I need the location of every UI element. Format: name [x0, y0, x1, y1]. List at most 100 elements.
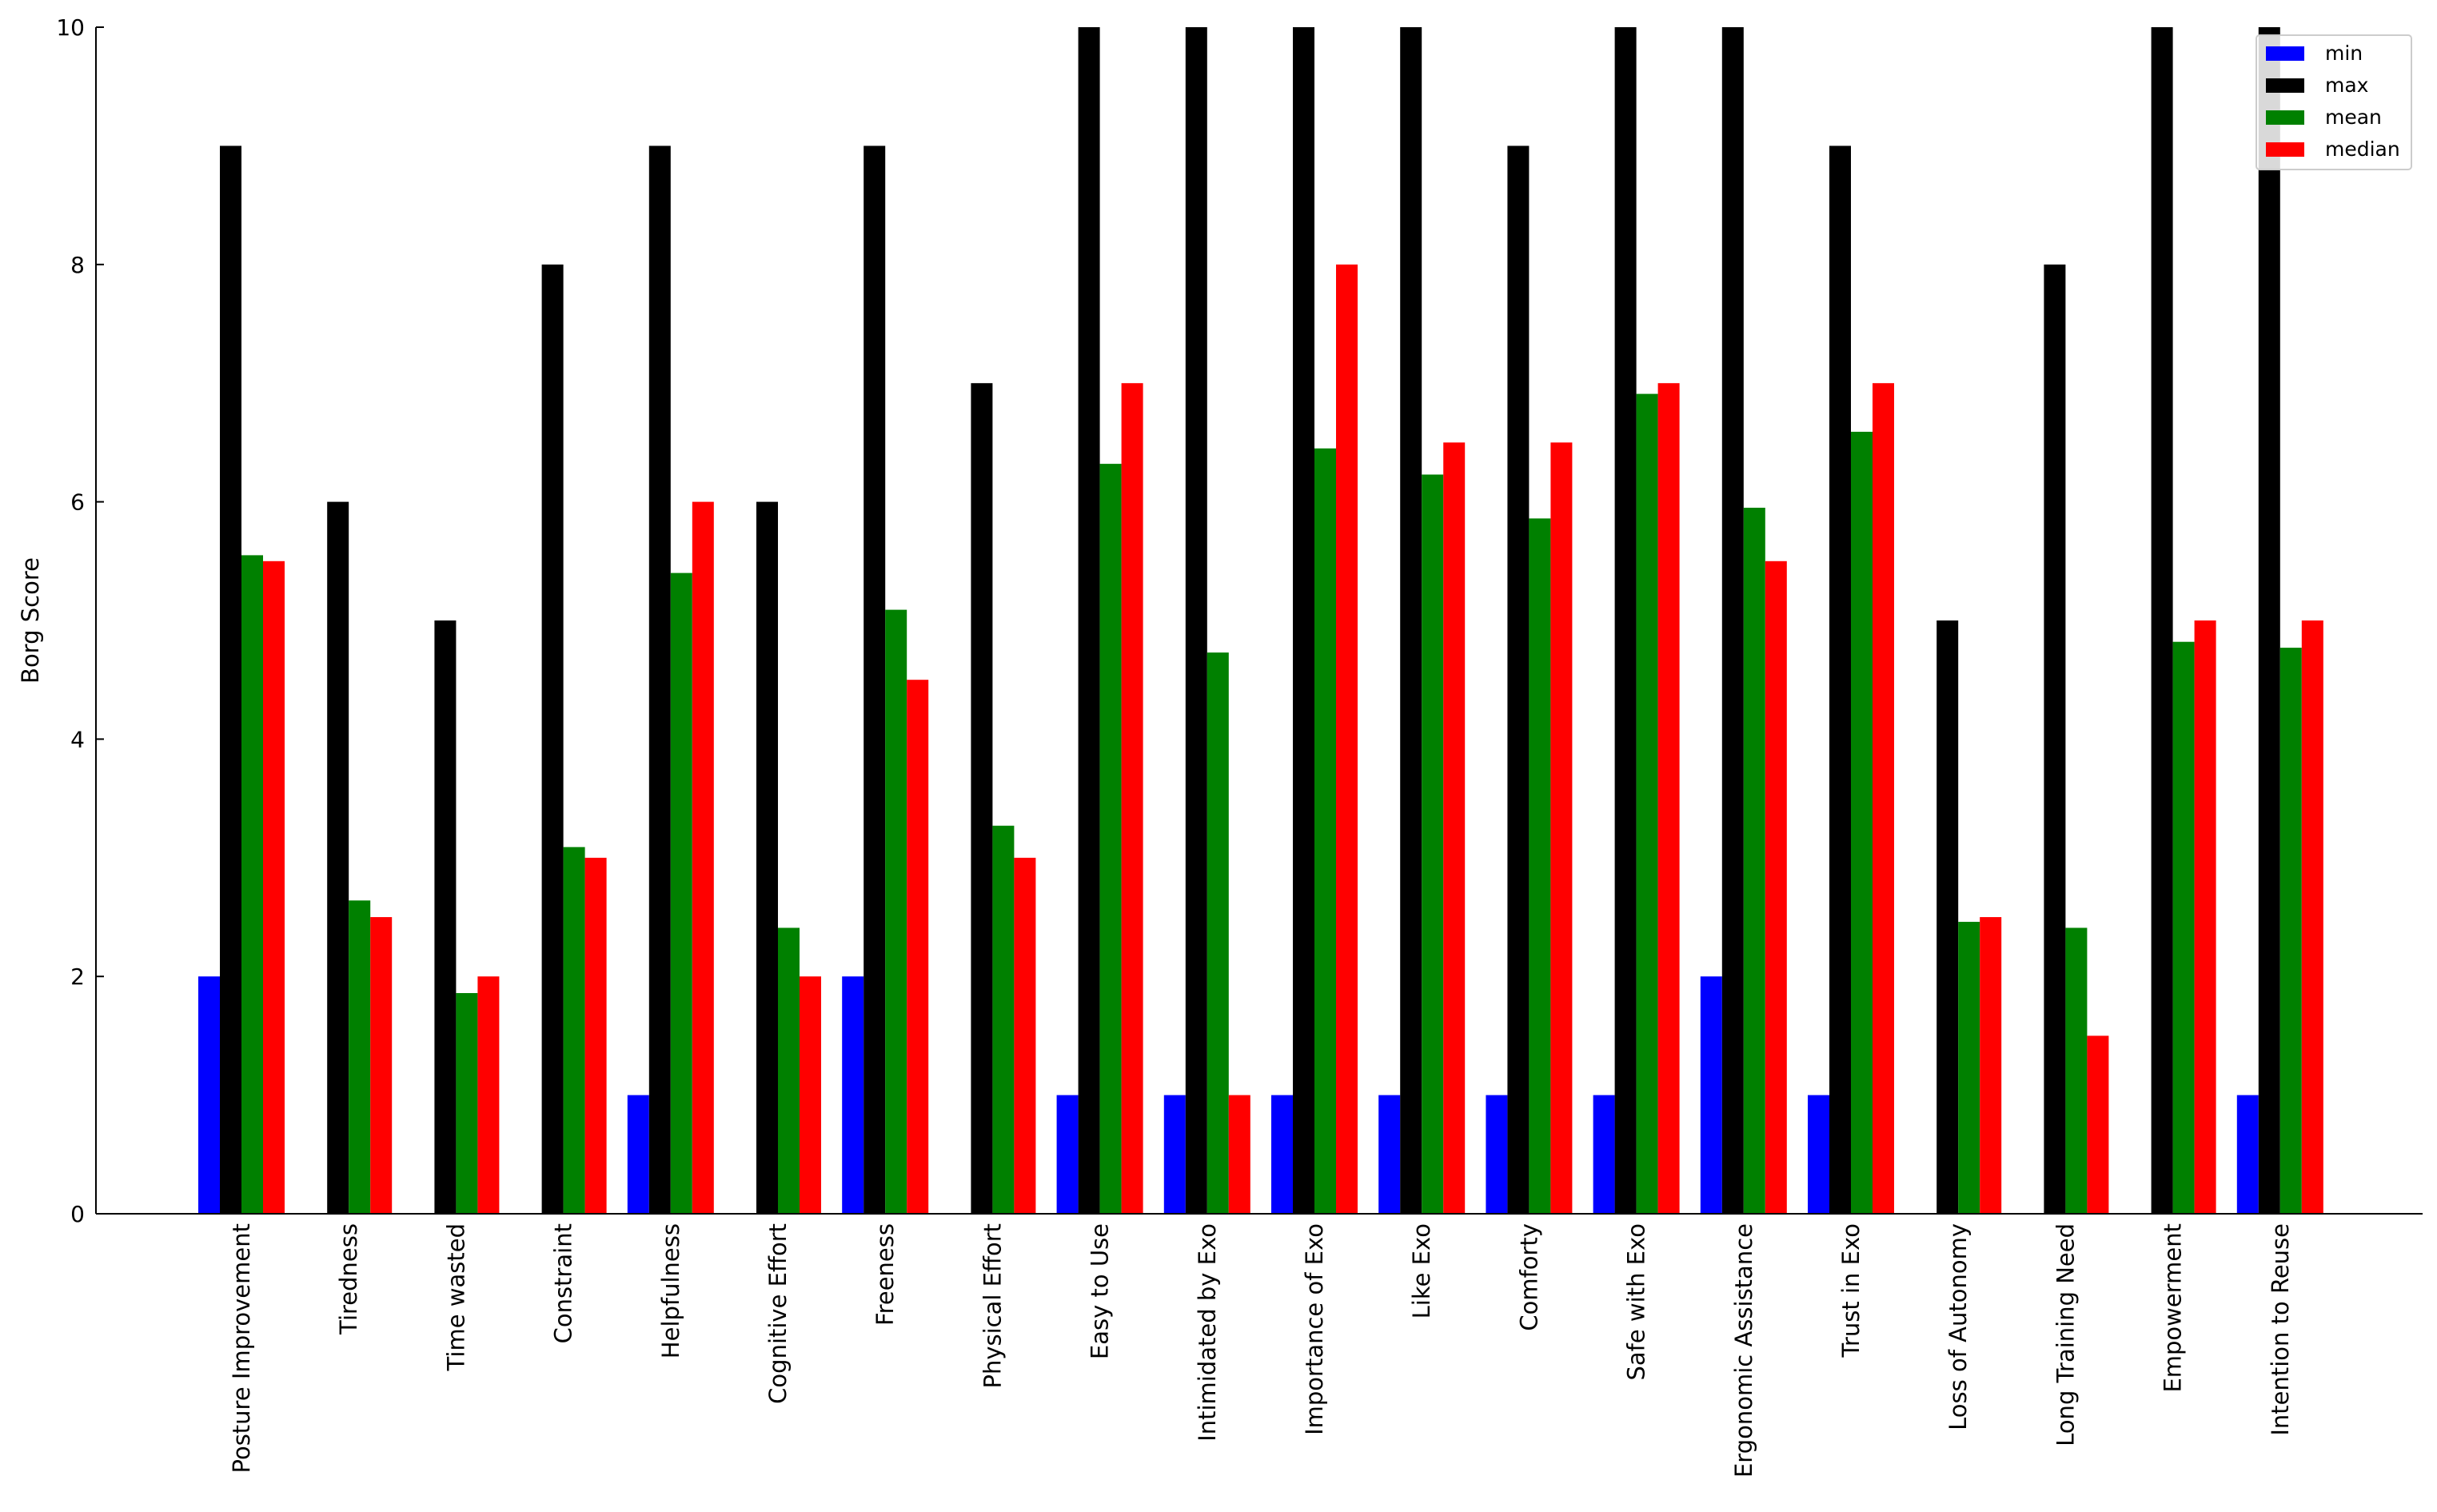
bar-median-1 [370, 917, 393, 1214]
y-tick-label: 6 [70, 489, 85, 516]
bar-max-13 [1614, 27, 1637, 1214]
bar-max-5 [756, 501, 778, 1214]
bar-max-3 [541, 264, 564, 1214]
y-tick-label: 0 [70, 1201, 85, 1227]
bar-min-10 [1271, 1095, 1293, 1214]
bar-mean-16 [1958, 921, 1980, 1214]
x-tick-labels: Posture Improvement Tiredness Time wasted C… [228, 1223, 2294, 1478]
bar-mean-8 [1099, 464, 1122, 1214]
bar-median-7 [1014, 857, 1036, 1214]
bar-max-16 [1936, 620, 1959, 1214]
bar-min-13 [1593, 1095, 1615, 1214]
y-ticks: 0 2 4 6 8 10 [56, 14, 104, 1227]
bar-median-2 [477, 976, 500, 1214]
bar-max-8 [1078, 27, 1100, 1214]
bar-max-7 [971, 383, 993, 1215]
bar-mean-18 [2172, 641, 2195, 1214]
bar-median-14 [1765, 561, 1787, 1214]
bar-median-9 [1228, 1095, 1250, 1214]
bar-median-5 [800, 976, 821, 1214]
axes-layer [95, 27, 2423, 1215]
bar-mean-9 [1207, 652, 1229, 1214]
bar-min-9 [1163, 1095, 1186, 1214]
bar-mean-4 [670, 572, 692, 1214]
bar-min-19 [2236, 1095, 2259, 1214]
legend-swatch-median [2266, 142, 2304, 157]
bar-max-2 [434, 620, 457, 1214]
legend: min max mean median [2256, 34, 2412, 170]
bar-mean-17 [2065, 928, 2088, 1214]
bar-mean-3 [563, 847, 585, 1214]
x-tick-label: Trust in Exo [1837, 1223, 1865, 1358]
x-tick-label: Freeness [871, 1223, 899, 1326]
legend-swatch-mean [2266, 110, 2304, 125]
bar-median-13 [1657, 383, 1680, 1215]
bar-median-4 [692, 501, 714, 1214]
x-tick-label: Helpfulness [657, 1223, 684, 1358]
legend-label-min: min [2325, 42, 2363, 65]
bar-median-8 [1121, 383, 1143, 1215]
bar-min-6 [842, 976, 864, 1214]
x-tick-label: Posture Improvement [228, 1223, 255, 1474]
bar-min-11 [1378, 1095, 1401, 1214]
bar-mean-10 [1314, 448, 1336, 1214]
y-axis-title: Borg Score [17, 557, 44, 684]
x-tick-label: Long Training Need [2052, 1223, 2079, 1446]
x-tick-label: Tiredness [335, 1223, 362, 1335]
bar-median-19 [2301, 620, 2323, 1214]
bar-mean-2 [456, 993, 478, 1214]
bar-min-15 [1808, 1095, 1829, 1214]
y-tick-label: 8 [70, 252, 85, 278]
bar-median-16 [1980, 917, 2002, 1214]
bar-min-0 [198, 976, 220, 1214]
x-tick-label: Loss of Autonomy [1944, 1223, 1972, 1430]
bar-median-18 [2194, 620, 2216, 1214]
bar-max-6 [864, 146, 886, 1214]
bar-median-15 [1873, 383, 1894, 1215]
x-tick-label: Physical Effort [979, 1223, 1006, 1389]
x-tick-label: Constraint [550, 1223, 577, 1343]
bar-max-11 [1400, 27, 1422, 1214]
bar-min-12 [1486, 1095, 1508, 1214]
bar-max-17 [2044, 264, 2066, 1214]
y-tick-label: 4 [70, 726, 85, 752]
bar-min-14 [1700, 976, 1722, 1214]
bar-min-8 [1056, 1095, 1079, 1214]
bar-mean-6 [885, 609, 907, 1214]
bar-mean-5 [778, 928, 800, 1214]
bar-mean-12 [1529, 518, 1551, 1214]
x-tick-label: Intimidated by Exo [1194, 1223, 1221, 1442]
bar-max-1 [327, 501, 349, 1214]
x-tick-label: Easy to Use [1087, 1223, 1114, 1359]
x-tick-label: Safe with Exo [1623, 1223, 1650, 1381]
bar-median-12 [1550, 442, 1573, 1214]
bar-mean-13 [1636, 393, 1658, 1215]
y-tick-label: 2 [70, 963, 85, 990]
bar-mean-0 [241, 555, 263, 1214]
bar-mean-7 [992, 825, 1015, 1214]
bar-max-9 [1185, 27, 1207, 1214]
bar-median-10 [1336, 264, 1358, 1214]
bar-median-6 [907, 680, 929, 1214]
bar-mean-11 [1422, 474, 1444, 1214]
bar-max-0 [220, 146, 241, 1214]
x-tick-label: Ergonomic Assistance [1730, 1223, 1757, 1478]
bar-mean-14 [1743, 508, 1765, 1214]
y-tick-label: 10 [56, 14, 85, 41]
legend-swatch-min [2266, 46, 2304, 61]
legend-label-max: max [2325, 74, 2368, 97]
bar-mean-1 [349, 900, 371, 1214]
bar-median-11 [1443, 442, 1466, 1214]
bar-median-17 [2087, 1035, 2109, 1214]
bar-mean-19 [2279, 648, 2302, 1214]
x-tick-label: Importance of Exo [1301, 1223, 1328, 1435]
bar-min-4 [627, 1095, 649, 1214]
bars-layer [198, 27, 2323, 1215]
x-tick-label: Comforty [1515, 1223, 1542, 1331]
x-tick-label: Intention to Reuse [2267, 1223, 2294, 1436]
bar-max-10 [1293, 27, 1314, 1214]
x-tick-label: Like Exo [1408, 1223, 1435, 1319]
bar-mean-15 [1851, 432, 1873, 1214]
legend-swatch-max [2266, 78, 2304, 93]
